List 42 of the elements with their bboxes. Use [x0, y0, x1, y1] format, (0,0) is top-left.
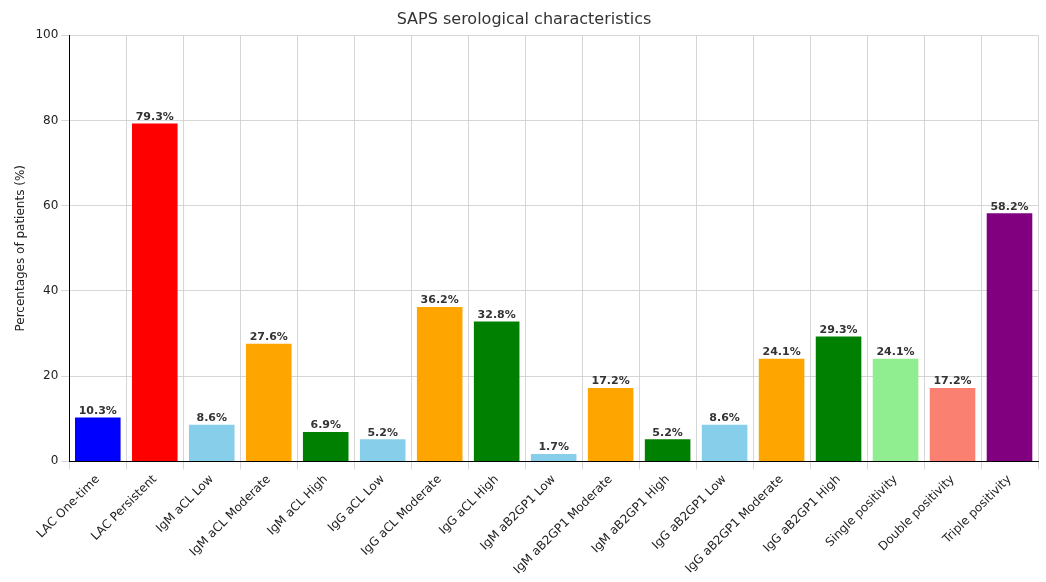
bar	[701, 424, 748, 461]
bar	[245, 343, 292, 461]
y-tick-label: 40	[43, 283, 59, 298]
data-label: 5.2%	[652, 425, 683, 439]
y-tick-label: 100	[35, 27, 59, 42]
bar	[815, 336, 862, 461]
bar	[587, 388, 634, 461]
bar	[644, 439, 691, 461]
bar	[986, 213, 1033, 461]
data-label: 32.8%	[477, 307, 516, 321]
bar	[188, 424, 235, 461]
data-label: 58.2%	[990, 199, 1029, 213]
bar	[416, 307, 463, 461]
data-label: 10.3%	[78, 403, 117, 417]
y-tick-label: 0	[50, 453, 59, 468]
bar	[302, 431, 349, 461]
data-label: 8.6%	[196, 411, 228, 425]
data-label: 79.3%	[135, 109, 174, 123]
data-label: 17.2%	[933, 374, 972, 388]
bar	[758, 358, 805, 461]
bar	[929, 388, 976, 461]
data-label: 24.1%	[762, 345, 801, 359]
data-label: 17.2%	[591, 374, 630, 388]
bar	[131, 123, 178, 461]
data-label: 36.2%	[420, 293, 459, 307]
data-label: 1.7%	[538, 440, 569, 454]
bar	[359, 439, 406, 461]
data-label: 6.9%	[310, 418, 341, 432]
y-tick-label: 20	[43, 368, 59, 383]
data-label: 24.1%	[876, 345, 915, 359]
y-tick-label: 80	[43, 112, 59, 127]
y-axis-title: Percentages of patients (%)	[13, 165, 28, 332]
y-tick-label: 60	[43, 197, 59, 212]
data-label: 27.6%	[249, 330, 288, 344]
bar	[75, 417, 121, 461]
data-label: 29.3%	[819, 322, 858, 336]
data-label: 5.2%	[367, 425, 398, 439]
data-label: 8.6%	[709, 411, 740, 425]
bar	[872, 358, 919, 461]
bar	[473, 321, 520, 461]
bar	[530, 454, 577, 461]
chart-title: SAPS serological characteristics	[396, 8, 652, 28]
